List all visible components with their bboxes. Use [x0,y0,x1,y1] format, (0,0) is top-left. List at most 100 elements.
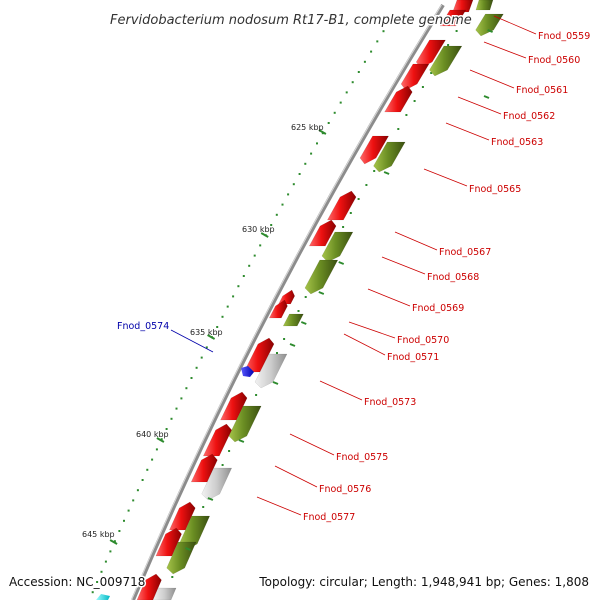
minor-tick [205,346,208,349]
minor-tick [136,489,139,492]
minor-tick [292,183,295,186]
gene-block-r [326,190,357,221]
gene-block-r [400,63,430,91]
gene-block-r [136,573,162,600]
major-tick-635 [207,334,216,340]
minor-tick [200,356,203,359]
scale-label-645: 645 kbp [82,530,115,539]
leader-line [423,168,468,187]
inner-tick [283,338,286,340]
genome-backbone [131,3,445,600]
gene-dash [185,547,191,551]
minor-tick [109,550,112,553]
minor-tick [132,499,135,502]
gene-label-fnod-0559[interactable]: Fnod_0559 [538,31,590,42]
minor-tick [370,50,373,53]
minor-tick [327,122,330,124]
leader-line [367,288,411,307]
gene-block-r [155,527,182,557]
gene-label-fnod-0569[interactable]: Fnod_0569 [412,303,464,314]
minor-tick [221,315,224,318]
minor-tick [216,326,219,328]
gene-label-fnod-0575[interactable]: Fnod_0575 [336,452,388,463]
major-tick-630 [260,232,269,238]
gene-block-g [321,231,354,263]
leader-line [289,433,335,456]
scale-label-640: 640 kbp [136,430,169,439]
gene-label-fnod-0560[interactable]: Fnod_0560 [528,55,580,66]
scale-label-625: 625 kbp [291,123,324,132]
leader-line [493,15,537,35]
minor-tick [96,581,99,583]
minor-tick [316,142,318,145]
minor-tick [310,152,313,155]
minor-tick [253,254,256,257]
gene-fnod-0574-shape [241,366,254,377]
gene-label-fnod-0563[interactable]: Fnod_0563 [491,137,543,148]
minor-tick [100,570,103,573]
minor-tick [287,193,290,196]
gene-cyan-shape [96,594,110,600]
minor-tick [195,366,198,369]
inner-tick [349,212,352,214]
minor-tick [91,591,94,594]
scale-label-630: 630 kbp [242,225,275,234]
gene-label-fnod-0561[interactable]: Fnod_0561 [516,85,568,96]
minor-tick [339,101,342,104]
gene-dash [238,439,245,443]
gene-label-fnod-0567[interactable]: Fnod_0567 [439,247,491,258]
gene-dash [338,261,345,265]
inner-tick [447,44,450,46]
gene-block-r [384,85,413,113]
genome-summary-text: Topology: circular; Length: 1,948,941 bp… [258,575,589,589]
inner-tick [342,226,345,228]
inner-tick [455,30,458,32]
gene-label-fnod-0576[interactable]: Fnod_0576 [319,484,371,495]
gene-block-g [373,141,406,173]
gene-label-fnod-0574[interactable]: Fnod_0574 [117,321,169,332]
gene-label-fnod-0573[interactable]: Fnod_0573 [364,397,416,408]
minor-tick [345,91,348,94]
gene-block-g [475,0,494,11]
minor-tick [376,40,379,43]
gene-label-fnod-0562[interactable]: Fnod_0562 [503,111,555,122]
leader-line [469,69,515,89]
inner-tick [365,184,368,186]
minor-tick [237,285,240,288]
minor-tick [160,438,163,441]
gene-block-g [282,313,304,327]
leader-line [274,465,318,488]
gene-dash [383,171,390,175]
leader-line [256,496,302,516]
minor-tick [232,295,235,298]
minor-tick [281,203,284,206]
gene-block-r [308,219,337,247]
leader-line [394,231,438,251]
minor-tick [165,428,168,430]
gene-block-r [359,135,390,165]
gene-label-fnod-0568[interactable]: Fnod_0568 [427,272,479,283]
gene-dash [207,497,214,501]
gene-block-r [220,391,248,421]
gene-block-r [439,9,467,27]
leader-line [343,333,386,356]
gene-block-r [190,453,218,483]
minor-tick [333,111,336,114]
gene-label-fnod-0571[interactable]: Fnod_0571 [387,352,439,363]
gene-label-fnod-0570[interactable]: Fnod_0570 [397,335,449,346]
minor-tick [104,560,107,563]
major-tick-640 [156,437,165,443]
minor-tick [226,305,229,308]
label-leader-lines [170,15,537,516]
genome-backbone-highlight [131,4,442,600]
gene-block-r [202,423,232,457]
leader-line-fnod-0574 [170,329,214,353]
minor-tick [275,213,278,216]
minor-tick [141,479,144,481]
minor-tick [185,387,188,390]
gene-label-fnod-0577[interactable]: Fnod_0577 [303,512,355,523]
gene-label-fnod-0565[interactable]: Fnod_0565 [469,184,521,195]
inner-tick [397,128,400,130]
minor-tick [357,71,360,73]
